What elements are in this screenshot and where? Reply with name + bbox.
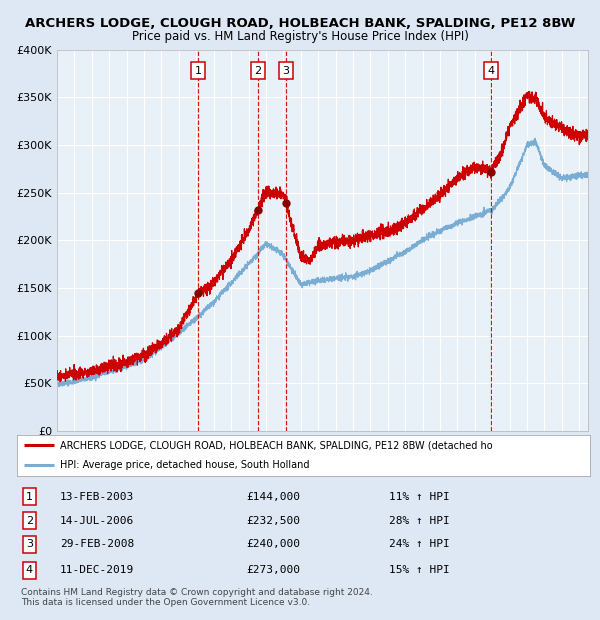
- Text: HPI: Average price, detached house, South Holland: HPI: Average price, detached house, Sout…: [60, 461, 309, 471]
- Text: 11% ↑ HPI: 11% ↑ HPI: [389, 492, 450, 502]
- Text: 13-FEB-2003: 13-FEB-2003: [60, 492, 134, 502]
- Text: 15% ↑ HPI: 15% ↑ HPI: [389, 565, 450, 575]
- Text: 28% ↑ HPI: 28% ↑ HPI: [389, 515, 450, 526]
- Text: 1: 1: [194, 66, 202, 76]
- Text: 14-JUL-2006: 14-JUL-2006: [60, 515, 134, 526]
- Text: Contains HM Land Registry data © Crown copyright and database right 2024.: Contains HM Land Registry data © Crown c…: [21, 588, 373, 597]
- Text: 1: 1: [26, 492, 33, 502]
- Text: 29-FEB-2008: 29-FEB-2008: [60, 539, 134, 549]
- Text: 2: 2: [254, 66, 262, 76]
- Text: This data is licensed under the Open Government Licence v3.0.: This data is licensed under the Open Gov…: [21, 598, 310, 607]
- Text: £144,000: £144,000: [246, 492, 300, 502]
- Text: 2: 2: [26, 515, 33, 526]
- Text: 3: 3: [283, 66, 290, 76]
- Text: 4: 4: [488, 66, 495, 76]
- Text: £232,500: £232,500: [246, 515, 300, 526]
- Text: 24% ↑ HPI: 24% ↑ HPI: [389, 539, 450, 549]
- Text: Price paid vs. HM Land Registry's House Price Index (HPI): Price paid vs. HM Land Registry's House …: [131, 30, 469, 43]
- Text: ARCHERS LODGE, CLOUGH ROAD, HOLBEACH BANK, SPALDING, PE12 8BW: ARCHERS LODGE, CLOUGH ROAD, HOLBEACH BAN…: [25, 17, 575, 30]
- Text: 3: 3: [26, 539, 33, 549]
- Text: ARCHERS LODGE, CLOUGH ROAD, HOLBEACH BANK, SPALDING, PE12 8BW (detached ho: ARCHERS LODGE, CLOUGH ROAD, HOLBEACH BAN…: [60, 440, 493, 450]
- Text: 11-DEC-2019: 11-DEC-2019: [60, 565, 134, 575]
- Text: £240,000: £240,000: [246, 539, 300, 549]
- Text: 4: 4: [26, 565, 33, 575]
- Text: £273,000: £273,000: [246, 565, 300, 575]
